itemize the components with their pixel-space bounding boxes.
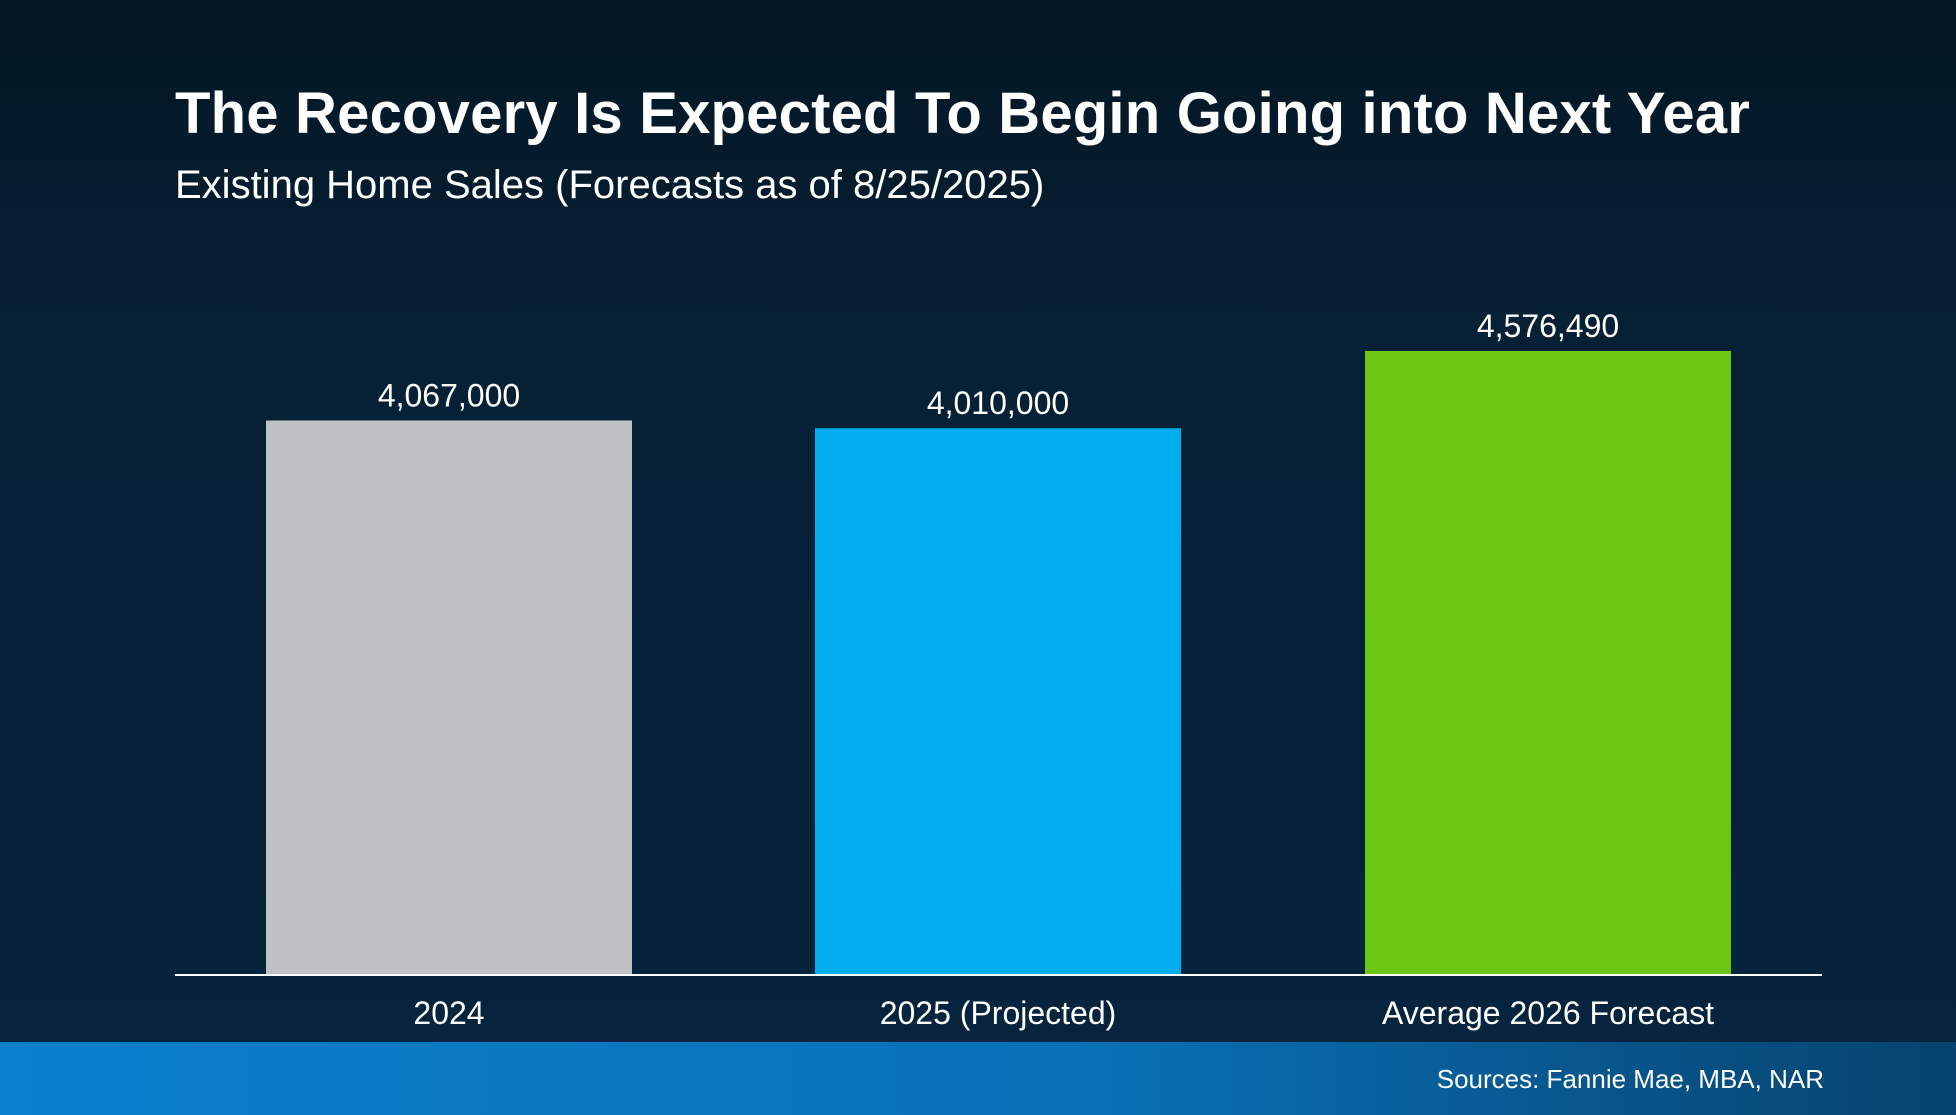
bar-3 xyxy=(1365,351,1731,975)
footer-bar: Sources: Fannie Mae, MBA, NAR xyxy=(0,1042,1956,1115)
x-tick-label-3: Average 2026 Forecast xyxy=(1382,995,1714,1031)
bars-group xyxy=(266,351,1731,975)
bar-1 xyxy=(266,420,632,975)
bar-2 xyxy=(815,428,1181,975)
x-tick-label-2: 2025 (Projected) xyxy=(880,995,1117,1031)
value-label-2: 4,010,000 xyxy=(927,385,1069,421)
value-label-1: 4,067,000 xyxy=(378,377,520,413)
page-subtitle: Existing Home Sales (Forecasts as of 8/2… xyxy=(175,163,1045,207)
value-labels-group: 4,067,000 4,010,000 4,576,490 xyxy=(378,308,1619,421)
value-label-3: 4,576,490 xyxy=(1477,308,1619,344)
x-tick-label-1: 2024 xyxy=(413,995,484,1031)
tick-labels-group: 2024 2025 (Projected) Average 2026 Forecas… xyxy=(413,995,1714,1031)
sources-note: Sources: Fannie Mae, MBA, NAR xyxy=(1436,1064,1824,1094)
page-title: The Recovery Is Expected To Begin Going … xyxy=(175,81,1751,146)
